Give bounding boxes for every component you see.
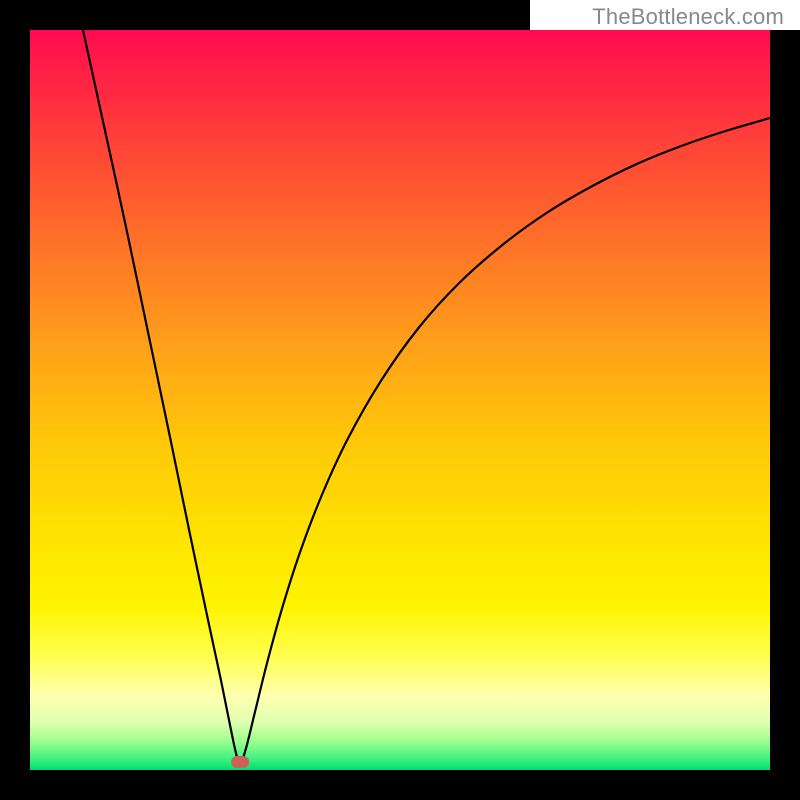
plot-background [30,30,770,770]
bottleneck-curve-chart [0,0,800,800]
optimum-marker [231,756,249,768]
watermark-text: TheBottleneck.com [592,4,784,30]
chart-container: TheBottleneck.com [0,0,800,800]
